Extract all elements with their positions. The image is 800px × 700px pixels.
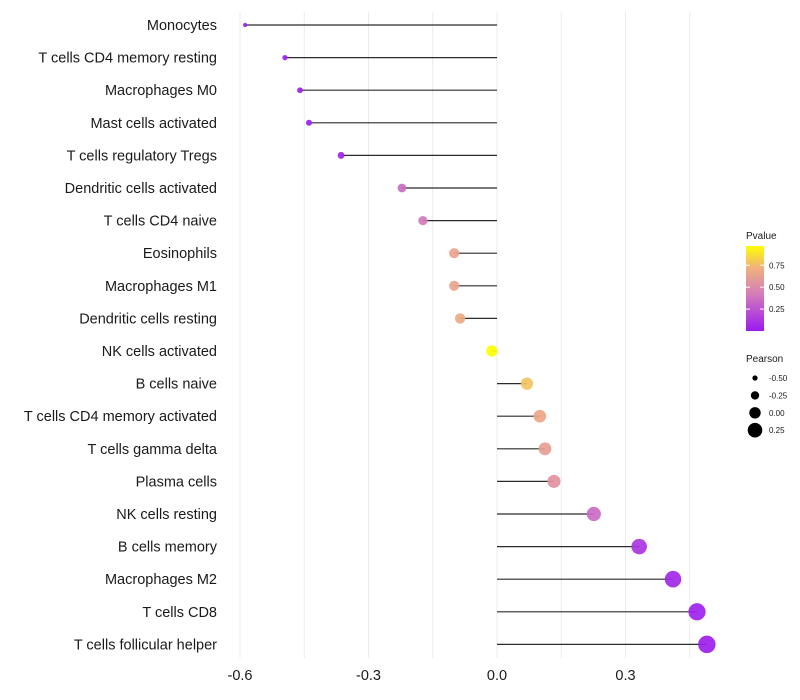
- lollipop-point: [688, 603, 706, 621]
- grid-lines: [239, 12, 691, 658]
- legend-color-bar: [746, 246, 764, 331]
- lollipop-point: [547, 474, 561, 488]
- y-axis-label: T cells follicular helper: [74, 637, 217, 653]
- lollipop-point: [538, 442, 552, 456]
- legend-size-keys: -0.50 -0.25 0.00 0.25: [747, 374, 788, 438]
- lollipop-point: [586, 506, 601, 522]
- lollipop-point: [698, 635, 716, 654]
- lollipop-point: [297, 87, 303, 94]
- y-axis-label: NK cells resting: [116, 507, 217, 523]
- lollipop-point: [454, 313, 466, 324]
- legend-color-title: Pvalue: [746, 231, 777, 242]
- y-axis-label: Macrophages M2: [105, 572, 217, 588]
- legend-size-label: 0.00: [769, 409, 785, 418]
- legend-size-dot: [747, 422, 763, 438]
- lollipop-point: [486, 345, 498, 357]
- y-axis-label: T cells CD8: [142, 605, 217, 621]
- lollipop-point: [520, 377, 534, 390]
- legend: Pvalue 0.25 0.50 0.75 Pearson -0.50 -0.25 0.…: [746, 231, 788, 438]
- y-axis-label: Mast cells activated: [90, 116, 217, 132]
- x-tick-label: -0.6: [228, 668, 253, 684]
- lollipop-point: [664, 570, 682, 588]
- y-axis-label: T cells CD4 naive: [104, 214, 217, 230]
- legend-color-label: 0.50: [769, 283, 785, 292]
- x-tick-label: 0.3: [615, 668, 635, 684]
- y-axis-label: Dendritic cells activated: [65, 181, 217, 197]
- y-axis-labels: Monocytes T cells CD4 memory resting Macro…: [24, 18, 218, 653]
- y-axis-label: Monocytes: [147, 18, 217, 34]
- y-axis-label: T cells gamma delta: [88, 442, 218, 458]
- y-axis-label: B cells naive: [136, 377, 217, 393]
- x-axis-tick-labels: -0.6 -0.3 0.0 0.3: [228, 668, 636, 684]
- lollipop-segments: [245, 24, 707, 646]
- y-axis-label: B cells memory: [118, 540, 218, 556]
- x-tick-label: 0.0: [487, 668, 507, 684]
- lollipop-point: [533, 409, 547, 423]
- y-axis-label: Eosinophils: [143, 246, 217, 262]
- lollipop-point: [631, 538, 647, 555]
- lollipop-point: [305, 119, 312, 126]
- y-axis-label: T cells CD4 memory resting: [38, 51, 217, 67]
- lollipop-point: [282, 54, 288, 61]
- lollipop-points: [243, 22, 716, 654]
- lollipop-point: [418, 215, 428, 226]
- y-axis-label: T cells regulatory Tregs: [67, 148, 217, 164]
- lollipop-point: [397, 183, 407, 193]
- y-axis-label: Plasma cells: [136, 474, 217, 490]
- y-axis-label: T cells CD4 memory activated: [24, 409, 217, 425]
- lollipop-point: [449, 280, 460, 291]
- legend-color-ticks: 0.25 0.50 0.75: [746, 261, 785, 314]
- legend-size-dot: [749, 407, 761, 419]
- lollipop-point: [337, 151, 345, 159]
- legend-size-title: Pearson: [746, 354, 783, 365]
- y-axis-label: Macrophages M1: [105, 279, 217, 295]
- legend-size-label: 0.25: [769, 426, 785, 435]
- y-axis-label: Macrophages M0: [105, 83, 217, 99]
- lollipop-point: [243, 22, 248, 28]
- legend-size-dot: [752, 375, 758, 381]
- x-tick-label: -0.3: [356, 668, 381, 684]
- lollipop-point: [449, 248, 460, 259]
- legend-size-label: -0.25: [769, 391, 788, 400]
- y-axis-label: NK cells activated: [102, 344, 217, 360]
- legend-size-dot: [750, 391, 760, 400]
- legend-size-label: -0.50: [769, 374, 788, 383]
- legend-color-label: 0.75: [769, 261, 785, 270]
- y-axis-label: Dendritic cells resting: [79, 311, 217, 327]
- legend-color-label: 0.25: [769, 305, 785, 314]
